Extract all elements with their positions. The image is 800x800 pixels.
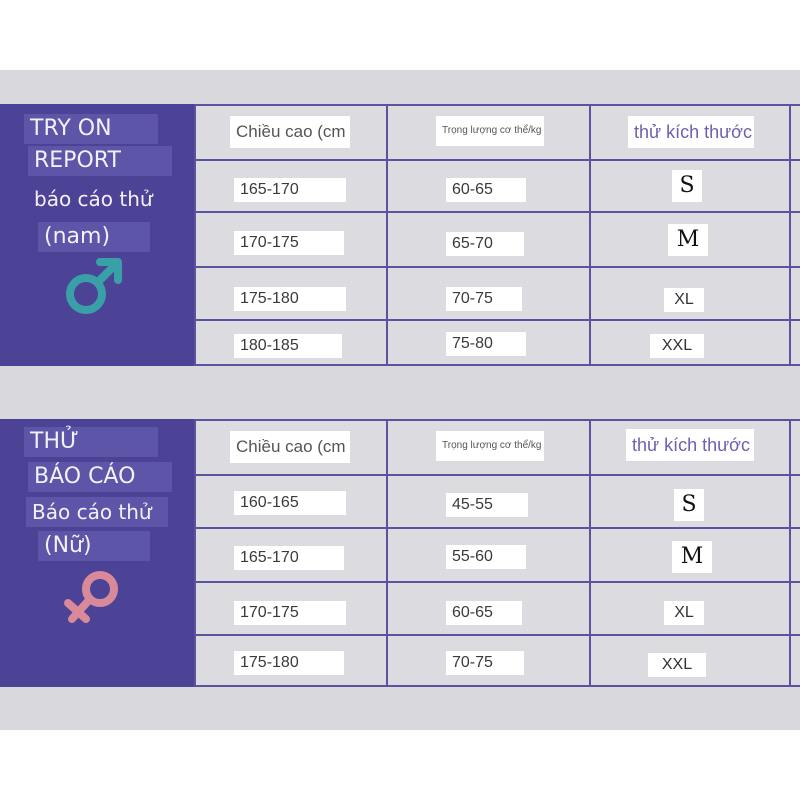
female-title-line-3: Báo cáo thử — [26, 497, 168, 527]
size-cell: XXL — [648, 653, 706, 677]
grid-line — [194, 634, 800, 636]
female-size-table: THỬ BÁO CÁO Báo cáo thử (Nữ) Chiều cao (… — [0, 419, 800, 687]
height-cell: 165-170 — [234, 546, 344, 570]
grid-line — [386, 104, 388, 366]
weight-cell: 70-75 — [446, 287, 522, 311]
grid-line — [589, 419, 591, 687]
grid-line — [194, 474, 800, 476]
height-cell: 170-175 — [234, 601, 346, 625]
size-cell: M — [672, 541, 712, 573]
header-height: Chiều cao (cm — [230, 431, 350, 463]
size-cell: M — [668, 224, 708, 256]
male-title-line-2: REPORT — [28, 146, 172, 176]
grid-line — [789, 419, 791, 687]
height-cell: 170-175 — [234, 231, 344, 255]
female-symbol-icon — [64, 571, 118, 623]
weight-cell: 55-60 — [446, 545, 526, 569]
height-cell: 175-180 — [234, 287, 346, 311]
female-title-line-4: (Nữ) — [38, 531, 150, 561]
height-cell: 175-180 — [234, 651, 344, 675]
grid-line — [194, 104, 196, 366]
grid-line — [194, 419, 800, 421]
grid-line — [194, 211, 800, 213]
female-title-line-2: BÁO CÁO — [28, 462, 172, 492]
size-cell: XXL — [650, 334, 704, 358]
female-title-line-1: THỬ — [24, 427, 158, 457]
header-height: Chiều cao (cm — [230, 116, 350, 148]
header-weight: Trọng lượng cơ thể/kg — [436, 116, 544, 146]
male-title-line-3: báo cáo thử — [28, 184, 164, 214]
grid-line — [194, 319, 800, 321]
male-title-line-4: (nam) — [38, 222, 150, 252]
weight-cell: 75-80 — [446, 332, 526, 356]
grid-line — [194, 527, 800, 529]
height-cell: 180-185 — [234, 334, 342, 358]
grid-line — [194, 159, 800, 161]
weight-cell: 60-65 — [446, 601, 522, 625]
header-size: thử kích thước — [628, 116, 754, 148]
female-sidebar: THỬ BÁO CÁO Báo cáo thử (Nữ) — [0, 419, 194, 687]
weight-cell: 60-65 — [446, 178, 526, 202]
size-cell: S — [674, 489, 704, 521]
grid-line — [589, 104, 591, 366]
male-size-table: TRY ON REPORT báo cáo thử (nam) Chiều ca… — [0, 104, 800, 366]
height-cell: 165-170 — [234, 178, 346, 202]
size-cell: XL — [664, 288, 704, 312]
male-symbol-icon — [66, 258, 122, 314]
grid-line — [386, 419, 388, 687]
weight-cell: 45-55 — [446, 493, 528, 517]
grid-line — [789, 104, 791, 366]
size-cell: S — [672, 170, 702, 202]
weight-cell: 65-70 — [446, 232, 524, 256]
male-sidebar: TRY ON REPORT báo cáo thử (nam) — [0, 104, 194, 366]
grid-line — [194, 364, 800, 366]
male-title-line-1: TRY ON — [24, 114, 158, 144]
grid-line — [194, 685, 800, 687]
size-cell: XL — [664, 601, 704, 625]
grid-line — [194, 419, 196, 687]
height-cell: 160-165 — [234, 491, 346, 515]
grid-line — [194, 104, 800, 106]
header-size: thử kích thước — [626, 429, 754, 461]
weight-cell: 70-75 — [446, 651, 524, 675]
grid-line — [194, 266, 800, 268]
grid-line — [194, 581, 800, 583]
header-weight: Trọng lượng cơ thể/kg — [436, 431, 544, 461]
